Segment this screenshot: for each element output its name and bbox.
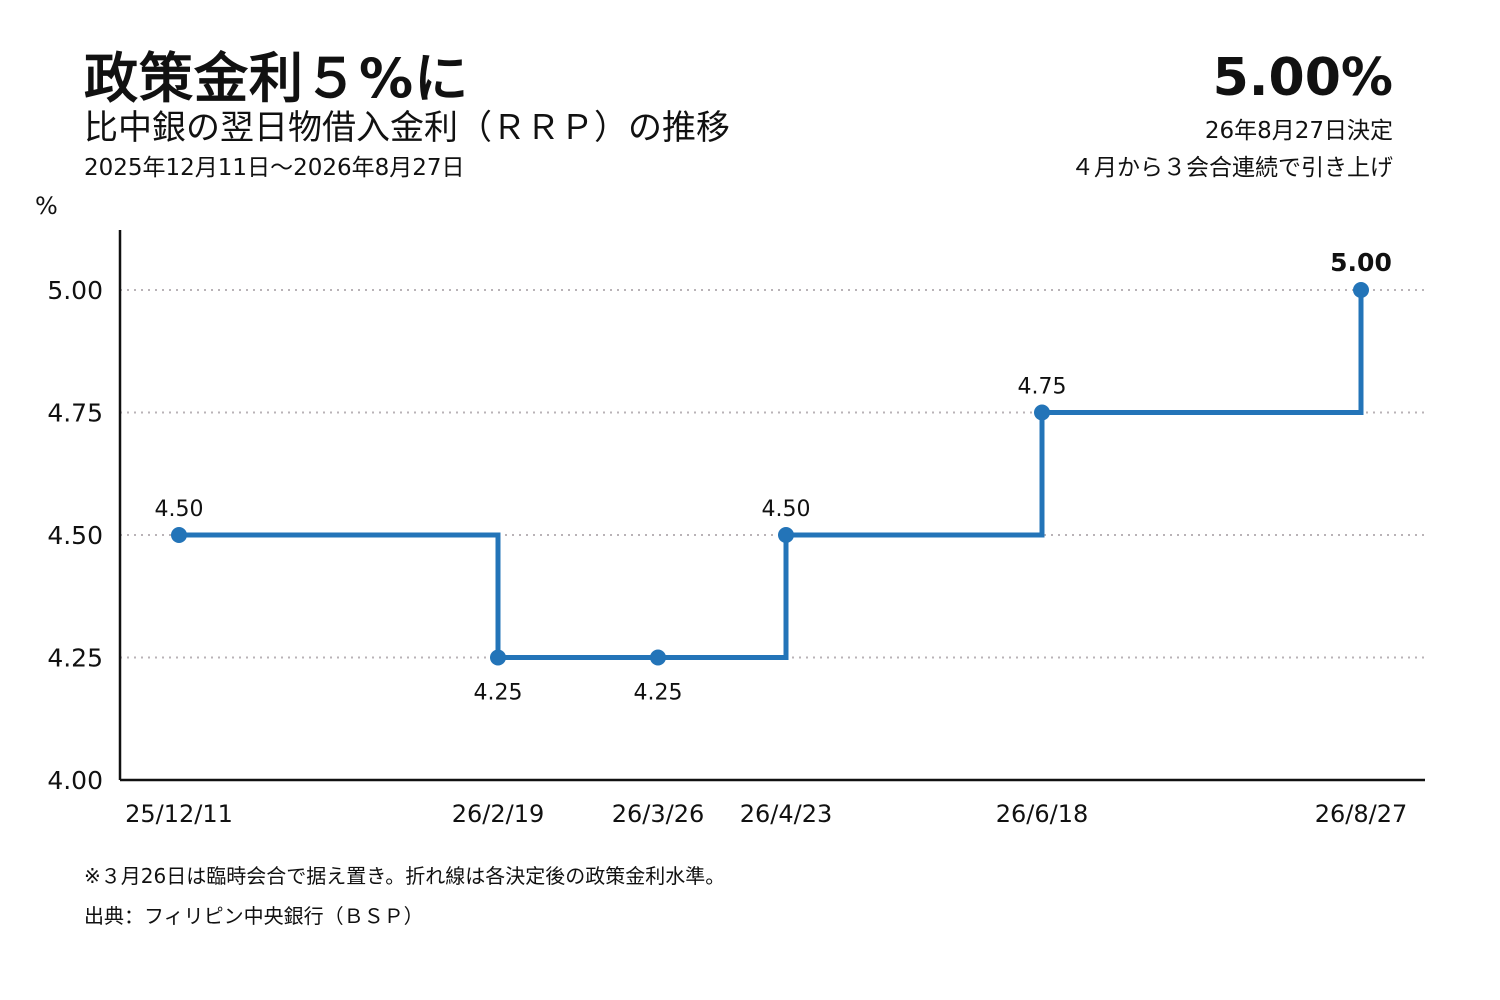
data-point — [490, 649, 506, 666]
y-tick-label: 4.50 — [47, 521, 103, 550]
data-point — [171, 527, 187, 543]
data-label: 4.25 — [634, 681, 683, 706]
x-tick-label: 26/4/23 — [740, 800, 833, 828]
y-tick-label: 5.00 — [47, 276, 103, 305]
x-tick-label: 26/2/19 — [452, 800, 545, 828]
chart-period: 2025年12月11日～2026年8月27日 — [84, 155, 465, 181]
data-label: 4.50 — [155, 497, 204, 522]
data-label: 4.25 — [474, 681, 523, 706]
y-axis-unit-label: % — [35, 192, 58, 220]
chart-title: 政策金利５%に — [84, 47, 470, 110]
y-tick-label: 4.75 — [47, 399, 103, 428]
data-label: 4.75 — [1018, 375, 1067, 400]
y-tick-label: 4.25 — [47, 644, 103, 673]
x-tick-label: 25/12/11 — [125, 800, 233, 828]
kpi-note: ４月から３会合連続で引き上げ — [1071, 155, 1393, 181]
x-tick-label: 26/6/18 — [996, 800, 1089, 828]
series-step-line — [179, 290, 1364, 660]
chart-footnote: ※３月26日は臨時会合で据え置き。折れ線は各決定後の政策金利水準。 — [84, 864, 726, 888]
data-label: 5.00 — [1330, 248, 1392, 277]
chart-subtitle: 比中銀の翌日物借入金利（ＲＲＰ）の推移 — [84, 108, 730, 148]
data-label: 4.50 — [762, 497, 811, 522]
kpi-value: 5.00% — [1212, 48, 1393, 108]
data-point — [778, 527, 794, 543]
x-tick-label: 26/3/26 — [612, 800, 705, 828]
data-point — [1353, 282, 1369, 298]
kpi-date: 26年8月27日決定 — [1204, 118, 1393, 144]
data-point — [1034, 404, 1050, 421]
chart-source: 出典：フィリピン中央銀行（ＢＳＰ） — [84, 904, 424, 928]
y-tick-label: 4.00 — [47, 766, 103, 795]
x-tick-label: 26/8/27 — [1315, 800, 1408, 828]
data-point — [650, 649, 666, 666]
